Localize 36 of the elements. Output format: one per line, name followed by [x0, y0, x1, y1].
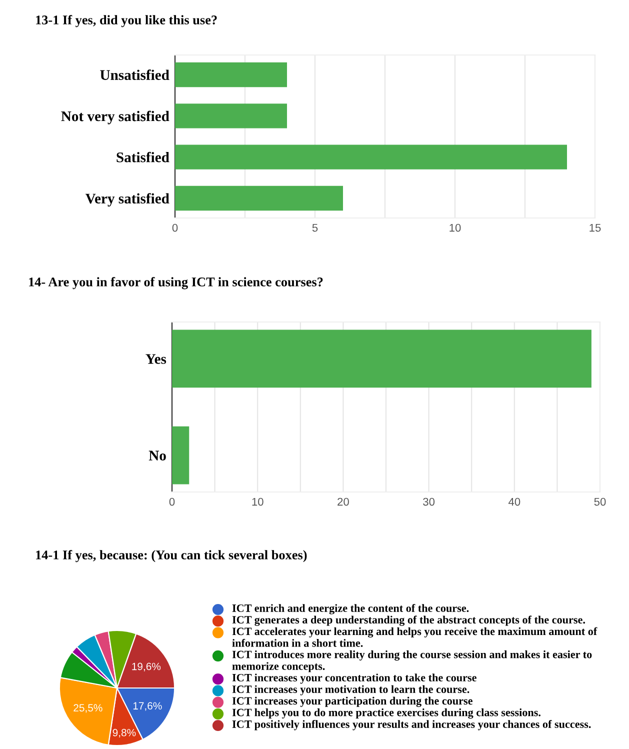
x-tick-label: 10 — [450, 224, 461, 232]
legend-label: ICT increases your motivation to learn the course. — [232, 685, 470, 696]
data-label: 9,8% — [112, 728, 136, 738]
x-tick-label: 0 — [172, 224, 178, 232]
bar — [175, 104, 287, 128]
x-tick-label: 30 — [423, 498, 435, 506]
y-tick-label: Unsatisfied — [100, 70, 170, 80]
bar — [175, 62, 287, 88]
legend-label: ICT enrich and energize the content of the course. — [232, 604, 469, 614]
legend-label: ICT introduces more reality during the course session and makes it easier to memorize concepts. — [232, 650, 592, 672]
x-tick-label: 5 — [312, 224, 318, 232]
chart-title: 14- Are you in favor of using ICT in science courses? — [29, 277, 323, 290]
x-tick-label: 40 — [508, 498, 520, 506]
x-tick-label: 15 — [590, 224, 601, 232]
y-tick-label: Very satisfied — [85, 193, 170, 207]
legend-label: ICT generates a deep understanding of the abstract concepts of the course. — [232, 616, 585, 626]
bar — [175, 186, 343, 211]
data-label: 19,6% — [132, 662, 161, 672]
data-label: 25,5% — [74, 704, 102, 713]
x-tick-label: 50 — [594, 498, 606, 506]
legend-label: ICT accelerates your learning and helps you receive the maximum amount of information in a short time. — [232, 627, 598, 647]
legend-label: ICT increases your concentration to take the course — [232, 674, 476, 684]
legend-label: ICT helps you to do more practice exercises during class sessions. — [232, 708, 540, 719]
y-tick-label: Not very satisfied — [61, 110, 170, 124]
x-tick-label: 0 — [169, 498, 175, 506]
legend-label: ICT increases your participation during the course — [232, 696, 472, 707]
x-tick-label: 10 — [252, 498, 264, 506]
chart-title: 14-1 If yes, because: (You can tick several boxes) — [36, 550, 307, 562]
y-tick-label: No — [148, 450, 166, 460]
chart-title: 13-1 If yes, did you like this use? — [36, 15, 217, 28]
x-tick-label: 20 — [338, 498, 349, 506]
bar — [175, 144, 567, 170]
y-tick-label: Yes — [146, 354, 166, 364]
data-label: 17,6% — [133, 702, 162, 711]
y-tick-label: Satisfied — [116, 152, 170, 162]
legend-label: ICT positively influences your results and increases your chances of success. — [232, 720, 591, 730]
